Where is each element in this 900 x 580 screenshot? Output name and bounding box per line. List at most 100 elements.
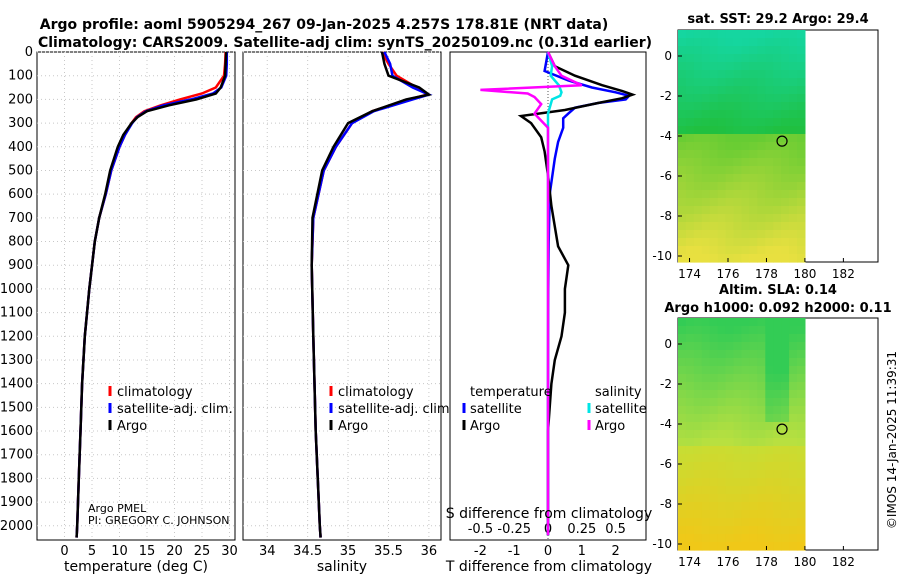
map-cell [685,62,695,71]
map-cell [709,158,719,167]
map-cell [757,342,766,351]
map-cell [773,118,782,127]
map-cell [789,366,798,375]
map-cell [773,238,782,247]
map-cell [741,166,750,175]
map-cell [709,142,719,151]
map-cell [733,70,742,79]
map-cell [789,518,798,527]
map-cell [685,158,695,167]
map-cell [765,542,774,551]
map-cell [725,230,735,239]
map-cell [709,470,719,479]
map-lat-tick-label: -8 [660,497,672,511]
map-cell [725,454,735,463]
map-cell [678,190,687,199]
map-cell [773,446,782,455]
map-cell [733,198,742,207]
map-cell [693,222,703,231]
map-cell [685,438,695,447]
map-cell [693,478,703,487]
map-cell [781,78,790,87]
map-cell [757,166,766,175]
map-cell [741,150,750,159]
map-cell [693,366,703,375]
sst-map: sat. SST: 29.2 Argo: 29.4 174 176 178 180 18… [652,12,879,281]
map-cell [701,150,711,159]
map-cell [725,398,735,407]
map-cell [765,198,774,207]
map-cell [725,238,735,247]
salinity-grid [243,51,441,540]
legend-label-temp-satellite: satellite [470,402,522,417]
map-cell [757,526,766,535]
map-cell [693,206,703,215]
map-cell [725,350,735,359]
legend-label-argo: Argo [117,419,147,434]
map-lon-tick-label: 178 [755,555,778,569]
map-cell [741,478,750,487]
map-cell [717,390,727,399]
map-cell [765,406,774,415]
map-cell [741,54,750,63]
depth-tick-label: 500 [8,163,33,178]
map-cell [773,398,782,407]
map-cell [765,46,774,55]
map-cell [741,462,750,471]
map-cell [757,334,766,343]
map-cell [725,94,735,103]
map-cell [797,214,806,223]
map-cell [709,206,719,215]
map-cell [733,190,742,199]
map-cell [773,198,782,207]
map-cell [733,334,742,343]
map-cell [773,334,782,343]
map-cell [693,94,703,103]
map-cell [685,94,695,103]
map-cell [693,398,703,407]
map-cell [678,166,687,175]
map-cell [693,390,703,399]
map-cell [765,190,774,199]
map-cell [709,478,719,487]
map-cell [797,198,806,207]
map-cell [701,38,711,47]
map-cell [733,110,742,119]
map-cell [693,502,703,511]
map-cell [685,182,695,191]
map-cell [773,126,782,135]
legend-label-temp-argo: Argo [470,419,500,434]
difference-xlabel: T difference from climatology [445,559,652,575]
map-cell [773,230,782,239]
map-cell [733,350,742,359]
map-cell [678,182,687,191]
map-cell [733,158,742,167]
map-cell [749,254,758,263]
map-cell [701,430,711,439]
legend-header-salinity: salinity [595,385,642,400]
map-cell [717,86,727,95]
map-cell [733,238,742,247]
map-cell [725,462,735,471]
depth-tick-label: 600 [8,187,33,202]
map-cell [781,246,790,255]
map-cell [789,102,798,111]
map-cell [685,318,695,327]
map-cell [678,254,687,263]
map-cell [693,190,703,199]
map-cell [701,190,711,199]
map-cell [685,430,695,439]
argo-position-marker [776,423,788,435]
salinity-series-argo [310,51,432,538]
map-cell [693,78,703,87]
map-cell [741,246,750,255]
map-lat-tick-label: -2 [660,377,672,391]
map-cell [678,238,687,247]
map-cell [678,358,687,367]
map-cell [733,150,742,159]
map-cell [781,374,790,383]
map-cell [733,246,742,255]
map-cell [733,166,742,175]
map-cell [741,30,750,39]
